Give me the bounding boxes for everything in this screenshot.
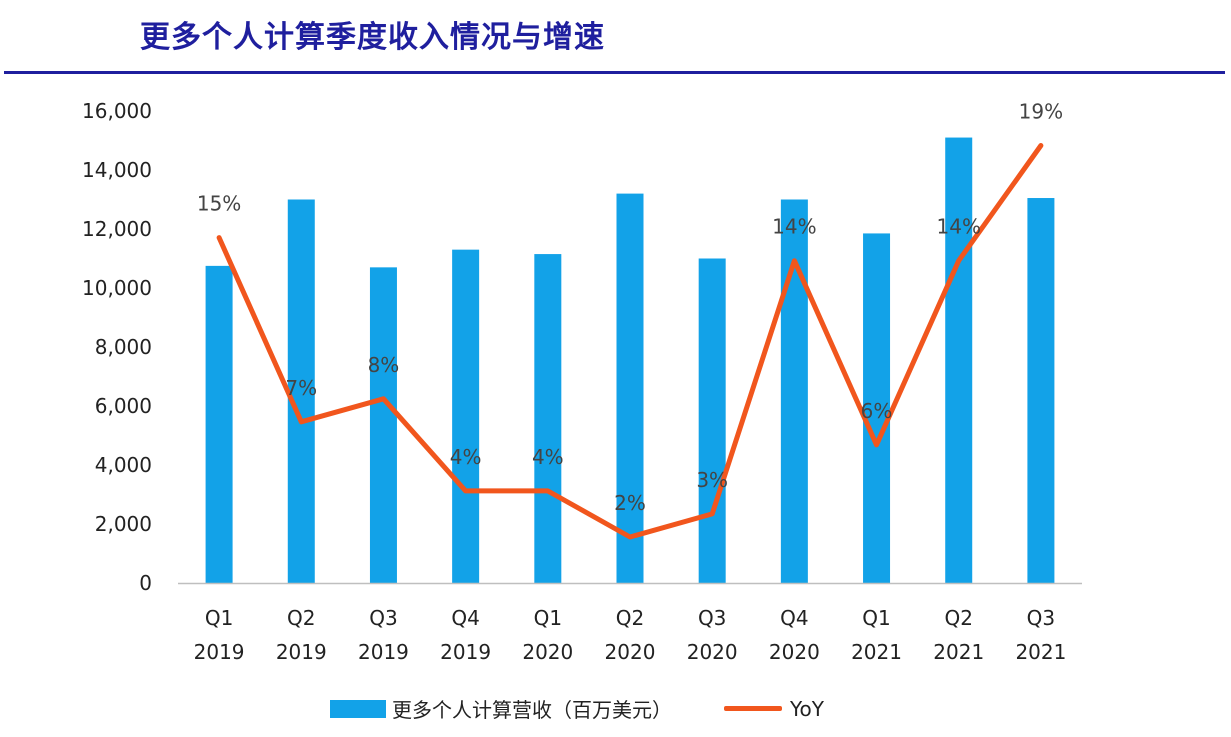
yoy-series-line: [216, 143, 1044, 540]
yoy-line: [216, 143, 1044, 540]
x-tick-year: 2019: [440, 640, 491, 664]
x-tick-year: 2019: [194, 640, 245, 664]
y-tick-label: 6,000: [95, 394, 152, 418]
x-tick-year: 2020: [769, 640, 820, 664]
x-tick-year: 2020: [522, 640, 573, 664]
revenue-bar: [616, 193, 644, 583]
yoy-data-label: 4%: [532, 445, 564, 469]
y-tick-label: 8,000: [95, 335, 152, 359]
revenue-bar: [369, 267, 397, 583]
x-tick-quarter: Q3: [698, 606, 726, 630]
x-tick-year: 2019: [358, 640, 409, 664]
revenue-bar: [287, 199, 315, 583]
yoy-data-labels: 15% 7% 8% 4% 4% 2% 3% 14% 6% 14% 19%: [197, 100, 1063, 515]
x-tick-year: 2021: [933, 640, 984, 664]
y-tick-label: 14,000: [82, 158, 152, 182]
y-tick-label: 16,000: [82, 99, 152, 123]
yoy-data-label: 8%: [368, 353, 400, 377]
y-tick-label: 10,000: [82, 276, 152, 300]
yoy-data-label: 19%: [1019, 100, 1063, 124]
revenue-bar: [698, 258, 726, 583]
page-title: 更多个人计算季度收入情况与增速: [140, 20, 605, 55]
legend: 更多个人计算营收（百万美元） YoY: [330, 694, 824, 723]
x-tick-year: 2021: [851, 640, 902, 664]
revenue-bar: [863, 233, 891, 584]
y-tick-label: 12,000: [82, 217, 152, 241]
y-tick-label: 2,000: [95, 512, 152, 536]
title-divider: [4, 71, 1225, 74]
legend-line-label: YoY: [790, 696, 825, 721]
yoy-data-label: 6%: [861, 399, 893, 423]
yoy-data-label: 2%: [614, 491, 646, 515]
yoy-data-label: 3%: [696, 468, 728, 492]
x-tick-quarter: Q1: [862, 606, 890, 630]
revenue-bar: [1027, 198, 1055, 583]
x-tick-year: 2020: [605, 640, 656, 664]
legend-bar-label: 更多个人计算营收（百万美元）: [392, 698, 672, 722]
y-tick-label: 4,000: [95, 453, 152, 477]
x-tick-year: 2019: [276, 640, 327, 664]
x-tick-quarter: Q2: [616, 606, 644, 630]
x-tick-quarter: Q2: [287, 606, 315, 630]
x-tick-quarter: Q4: [451, 606, 479, 630]
yoy-data-label: 15%: [197, 192, 241, 216]
yoy-data-label: 7%: [285, 376, 317, 400]
x-axis-ticks: Q1 2019 Q2 2019 Q3 2019 Q4 2019 Q1 2020 Q2 2020 Q3 20…: [194, 606, 1067, 664]
y-tick-label: 0: [139, 571, 152, 595]
x-tick-quarter: Q3: [1027, 606, 1055, 630]
revenue-bar: [205, 265, 233, 583]
legend-bar-swatch: [330, 699, 386, 718]
revenue-bar: [452, 249, 480, 583]
revenue-bars: [205, 137, 1055, 584]
x-tick-year: 2020: [687, 640, 738, 664]
yoy-data-label: 4%: [450, 445, 482, 469]
yoy-data-label: 14%: [937, 215, 981, 239]
legend-line-swatch: [724, 706, 782, 711]
yoy-data-label: 14%: [772, 215, 816, 239]
revenue-bar: [534, 254, 562, 583]
x-tick-quarter: Q4: [780, 606, 808, 630]
x-tick-quarter: Q3: [369, 606, 397, 630]
x-tick-quarter: Q2: [944, 606, 972, 630]
y-axis-ticks: 0 2,000 4,000 6,000 8,000 10,000 12,000 14,000 1…: [82, 99, 152, 595]
x-tick-quarter: Q1: [205, 606, 233, 630]
revenue-bar: [780, 199, 808, 583]
revenue-bar: [945, 137, 973, 584]
revenue-yoy-chart: 0 2,000 4,000 6,000 8,000 10,000 12,000 14,000 1…: [82, 99, 1082, 664]
x-tick-year: 2021: [1015, 640, 1066, 664]
x-tick-quarter: Q1: [534, 606, 562, 630]
